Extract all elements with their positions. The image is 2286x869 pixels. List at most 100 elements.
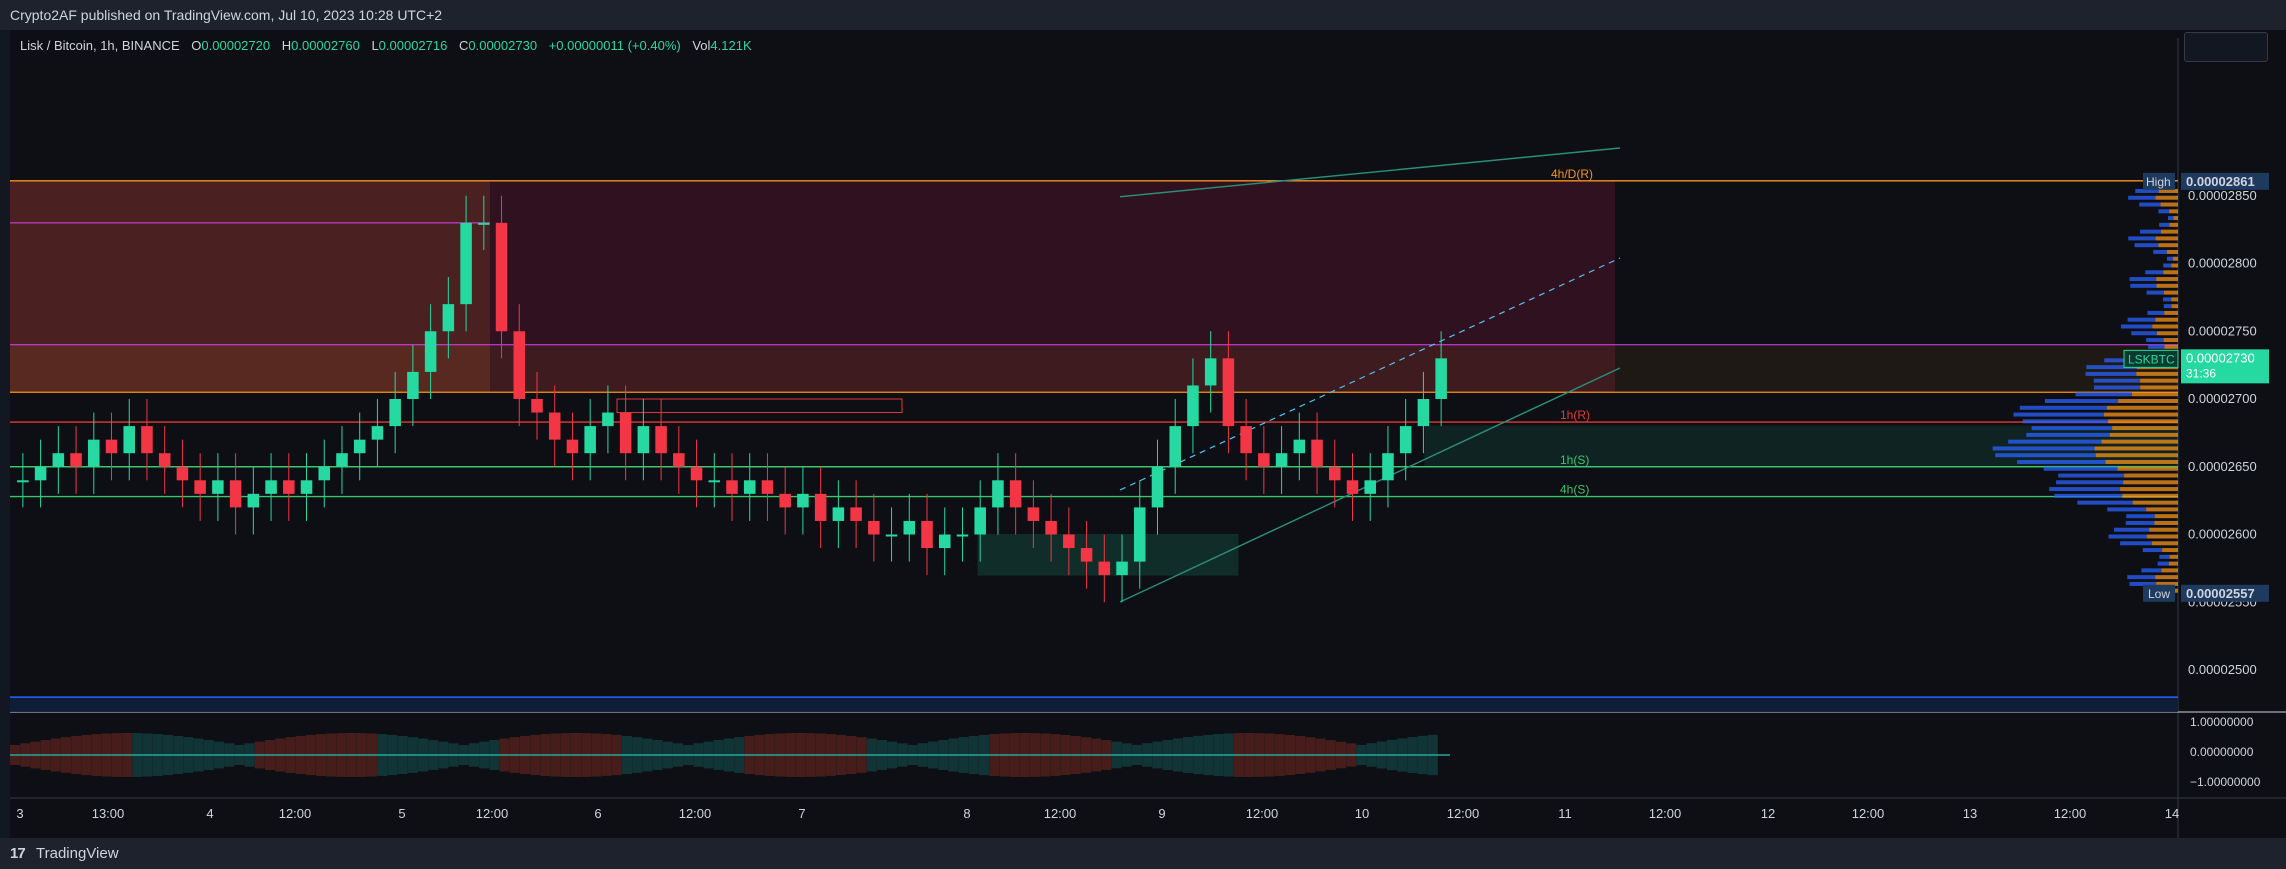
candle-body[interactable] [141, 426, 153, 454]
candle-body[interactable] [265, 480, 277, 494]
candle-body[interactable] [619, 412, 632, 454]
candle-body[interactable] [1045, 520, 1057, 535]
candle-body[interactable] [1098, 561, 1111, 576]
candle-body[interactable] [637, 426, 650, 454]
candle-body[interactable] [407, 371, 419, 399]
supply-zone-pink [10, 180, 1615, 393]
candle-body[interactable] [1311, 439, 1323, 467]
candle-body[interactable] [938, 534, 951, 549]
x-tick-label: 13 [1963, 806, 1977, 821]
candle-body[interactable] [300, 480, 313, 494]
candle-body[interactable] [88, 439, 100, 467]
candle-body[interactable] [389, 399, 401, 427]
volume-profile-bar [2017, 459, 2106, 464]
candle-body[interactable] [1329, 466, 1341, 481]
candle-body[interactable] [478, 222, 490, 225]
candle-body[interactable] [1240, 426, 1252, 454]
candle-body[interactable] [442, 304, 455, 332]
candle-body[interactable] [602, 412, 614, 427]
candle-body[interactable] [176, 466, 189, 481]
candle-body[interactable] [868, 520, 880, 535]
candle-body[interactable] [921, 520, 933, 549]
volume-profile-bar-orange [2166, 249, 2178, 254]
volume-profile-bar-orange [2171, 297, 2178, 302]
candle-body[interactable] [903, 520, 916, 535]
volume-profile-bar [2127, 317, 2156, 322]
candle-body[interactable] [318, 466, 331, 481]
candle-body[interactable] [992, 480, 1004, 508]
candle-body[interactable] [655, 426, 667, 454]
candle-body[interactable] [885, 534, 898, 537]
candle-body[interactable] [424, 331, 437, 372]
candle-body[interactable] [194, 480, 206, 494]
y-tick-label: 0.00002600 [2188, 527, 2257, 542]
candle-body[interactable] [832, 507, 845, 521]
candle-body[interactable] [1169, 426, 1181, 467]
candle-body[interactable] [229, 480, 242, 508]
candle-body[interactable] [513, 331, 526, 399]
candle-body[interactable] [761, 480, 774, 494]
candle-body[interactable] [956, 534, 969, 537]
candle-body[interactable] [779, 493, 791, 508]
legend-symbol[interactable]: Lisk / Bitcoin, 1h, BINANCE [20, 38, 180, 53]
x-tick-label: 12:00 [1852, 806, 1885, 821]
candle-body[interactable] [1222, 358, 1235, 427]
candle-body[interactable] [690, 466, 703, 481]
candle-body[interactable] [247, 493, 260, 508]
candle-body[interactable] [1364, 480, 1376, 494]
candle-body[interactable] [850, 507, 862, 521]
legend-volume-value: 4.121K [710, 38, 752, 53]
candle-body[interactable] [460, 222, 472, 305]
candle-body[interactable] [1080, 548, 1093, 562]
candle-body[interactable] [371, 426, 384, 440]
candle-body[interactable] [1204, 358, 1217, 386]
candle-body[interactable] [797, 493, 809, 508]
candle-body[interactable] [353, 439, 366, 454]
candle-body[interactable] [974, 507, 986, 535]
candle-body[interactable] [1009, 480, 1022, 508]
candle-body[interactable] [1187, 385, 1199, 427]
candle-body[interactable] [1435, 358, 1447, 399]
candle-body[interactable] [814, 493, 827, 521]
candle-body[interactable] [212, 480, 224, 494]
candle-body[interactable] [52, 453, 65, 467]
candle-body[interactable] [1151, 466, 1164, 508]
candle-body[interactable] [531, 399, 543, 413]
candle-body[interactable] [34, 466, 47, 481]
tradingview-logo-icon[interactable]: 17 [10, 845, 26, 862]
candle-body[interactable] [1258, 453, 1270, 467]
candle-body[interactable] [1417, 399, 1430, 427]
countdown-value: 31:36 [2186, 366, 2216, 380]
legend-high-value: 0.00002760 [291, 38, 360, 53]
candle-body[interactable] [1133, 507, 1146, 562]
candle-body[interactable] [673, 453, 685, 467]
volume-profile-bar [2163, 304, 2172, 309]
candle-body[interactable] [70, 453, 82, 467]
candle-body[interactable] [566, 439, 579, 454]
candle-body[interactable] [123, 426, 135, 454]
volume-profile-bar [2093, 378, 2141, 383]
candle-body[interactable] [495, 222, 508, 332]
candle-body[interactable] [548, 412, 561, 440]
candle-body[interactable] [1027, 507, 1040, 521]
price-scale-menu-button[interactable] [2184, 32, 2268, 62]
candle-body[interactable] [158, 453, 171, 467]
candle-body[interactable] [105, 439, 118, 454]
candle-body[interactable] [726, 480, 738, 494]
candle-body[interactable] [708, 480, 721, 483]
candle-body[interactable] [1275, 453, 1288, 467]
candle-body[interactable] [283, 480, 295, 494]
volume-profile-bar-orange [2154, 514, 2178, 519]
candle-body[interactable] [584, 426, 596, 454]
tradingview-brand[interactable]: TradingView [36, 845, 119, 862]
candle-body[interactable] [1382, 453, 1394, 481]
candle-body[interactable] [743, 480, 756, 494]
candle-body[interactable] [1116, 561, 1128, 576]
candle-body[interactable] [17, 480, 29, 483]
candle-body[interactable] [1399, 426, 1412, 454]
candle-body[interactable] [1293, 439, 1306, 454]
candle-body[interactable] [336, 453, 348, 467]
candle-body[interactable] [1063, 534, 1075, 549]
candle-body[interactable] [1346, 480, 1359, 494]
